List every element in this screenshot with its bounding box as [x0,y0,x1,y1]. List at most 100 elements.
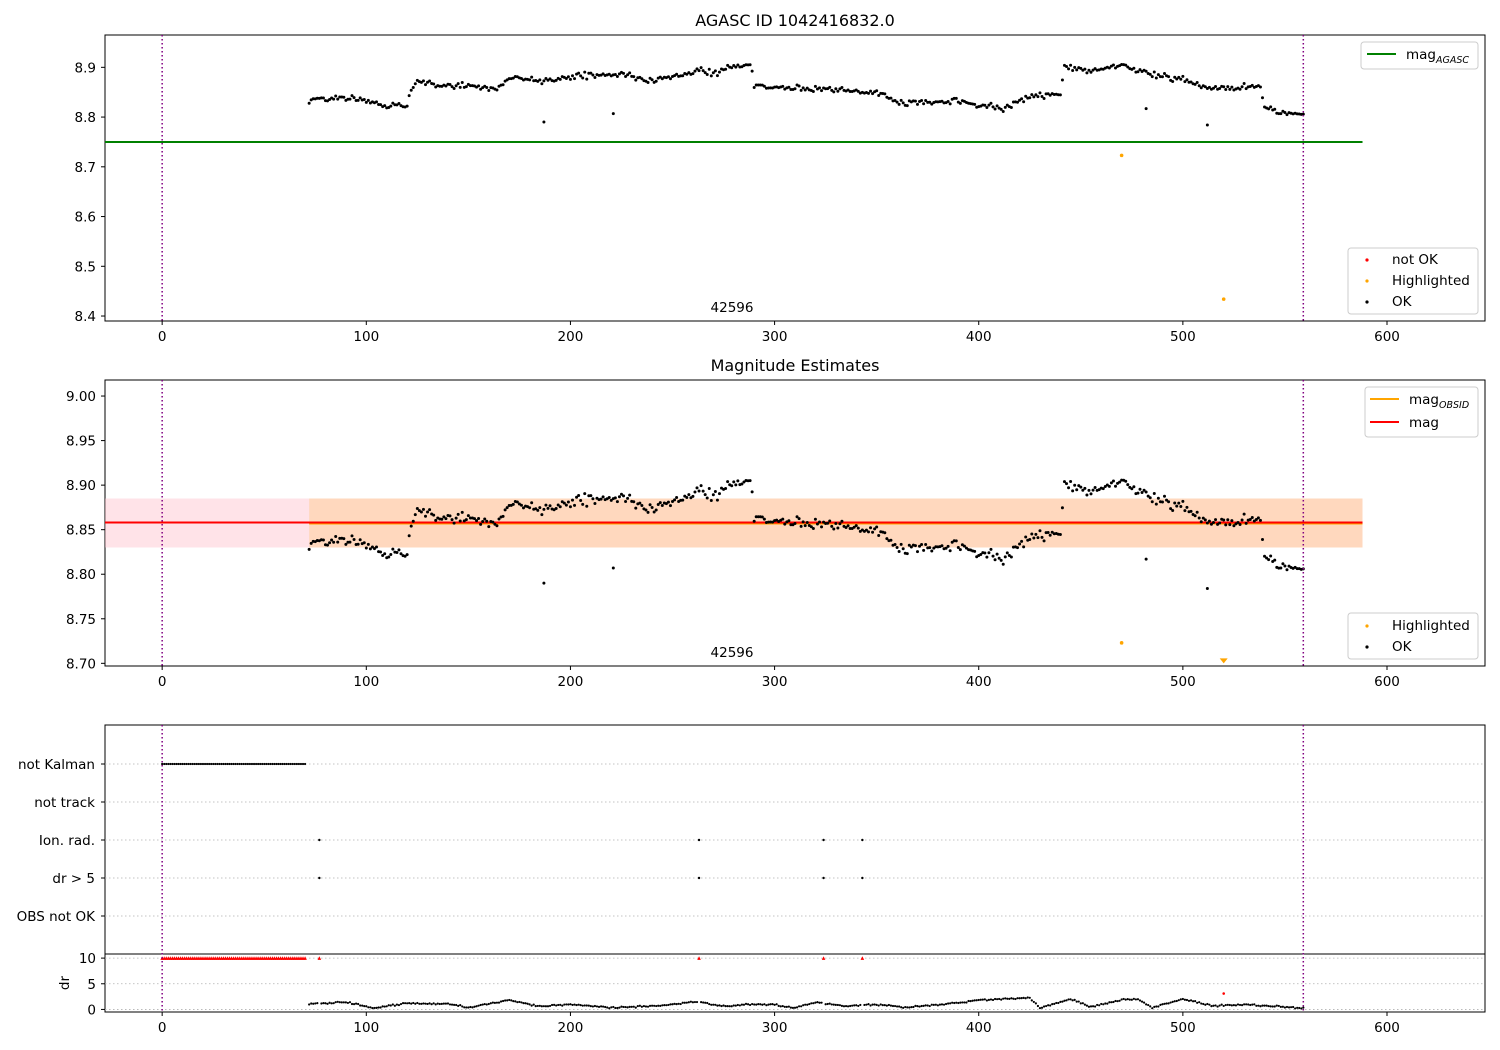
ok-point [1152,491,1156,495]
ok-point [1069,480,1073,484]
dr-point [636,1004,639,1008]
dr-point [1259,1005,1262,1008]
ok-point [809,525,813,529]
dr-point [993,997,997,1001]
ok-point [466,514,470,518]
legend-agasc: magAGASC [1360,41,1479,70]
dr-point [795,1006,799,1009]
x-tick-label: 600 [1374,1020,1400,1036]
dr-point [401,1002,405,1005]
ok-point [999,558,1003,562]
dr-point [1255,1004,1258,1007]
ok-point [973,549,977,553]
y-tick-label: 5 [87,977,96,993]
ok-point [813,84,817,88]
dr-point [849,1004,852,1008]
ok-point [475,519,479,523]
ok-point [705,72,709,76]
dr-point [1059,1000,1062,1003]
dr-point [1138,999,1142,1002]
ok-point [832,527,836,531]
ok-point [1132,66,1136,70]
dr-point [1053,1002,1056,1005]
ok-point [801,520,805,524]
dr-point [1083,1003,1086,1006]
ok-point [1218,521,1222,525]
not-kalman-point [210,762,213,766]
ok-point [1114,66,1118,70]
y-tick-label: 8.95 [66,434,96,450]
dr-point [906,1006,909,1009]
dr-point [1183,998,1187,1001]
ok-point [309,541,313,545]
dr-point [867,1003,870,1006]
dr-point [655,1004,658,1008]
dr-point [1071,999,1074,1002]
dr-point [889,1004,893,1007]
dr-point [414,1002,417,1005]
dr-point [428,1002,431,1005]
ok-point [664,502,668,506]
ok-point [928,100,932,104]
ok-point [1250,516,1254,520]
dr-point [485,1003,488,1006]
ok-point [456,82,460,86]
ok-point [762,517,766,521]
dr-point [520,1001,523,1004]
dr-point [716,1004,719,1007]
dr-point [595,1005,599,1008]
legend-label-mag: mag [1409,415,1439,431]
dr-point [869,1004,872,1007]
not-kalman-point [263,762,266,766]
dr-point [440,1002,443,1005]
dr-point [944,1002,948,1006]
dr-point [526,1002,529,1005]
ok-point [864,528,868,532]
y-tick-label: 8.9 [75,60,96,76]
magnitude-estimates-panel: Magnitude Estimates 0 100 200 300 400 500 600 8… [66,356,1486,690]
ok-point [709,74,713,78]
dr-point [391,1003,394,1006]
dr-highlight-point [1222,992,1225,995]
dr-point [1236,1003,1240,1006]
ok-point [1118,480,1122,484]
ok-point [1081,488,1085,492]
ok-point [589,71,593,75]
dr-point [1212,1004,1215,1007]
dr-point [1106,1002,1109,1005]
dr-point [593,1004,597,1008]
ok-point [1256,516,1260,520]
ok-point [905,552,909,556]
ok-point [1126,65,1130,69]
dr-point [544,1005,548,1008]
dr-point [908,1006,911,1009]
highlighted-point [1119,641,1124,645]
dr-point [530,1004,533,1007]
ok-point [366,98,370,102]
ok-point [389,104,393,108]
ok-point [626,496,630,500]
ok-point [1226,85,1230,89]
dr-point [1140,1000,1144,1003]
dr-point [628,1005,631,1008]
ok-point [1111,479,1115,483]
ok-point [1181,499,1185,503]
ok-point [452,87,456,91]
ok-point [1124,479,1128,483]
ok-point [1060,78,1064,82]
dr-point [975,999,978,1002]
dr-point [673,1002,676,1005]
dr-point [1281,1005,1284,1008]
ok-point [1173,75,1177,79]
ok-point [391,547,395,551]
dr-point [922,1004,925,1007]
ok-point [624,74,628,78]
dr-point [587,1004,590,1007]
dr-point [1024,997,1027,1000]
x-tick-label: 300 [762,329,788,345]
ok-point [1179,505,1183,509]
ok-point [497,517,501,521]
dr-point [1149,1005,1152,1008]
ok-point [585,504,589,508]
dr-capped-marker [821,956,826,960]
